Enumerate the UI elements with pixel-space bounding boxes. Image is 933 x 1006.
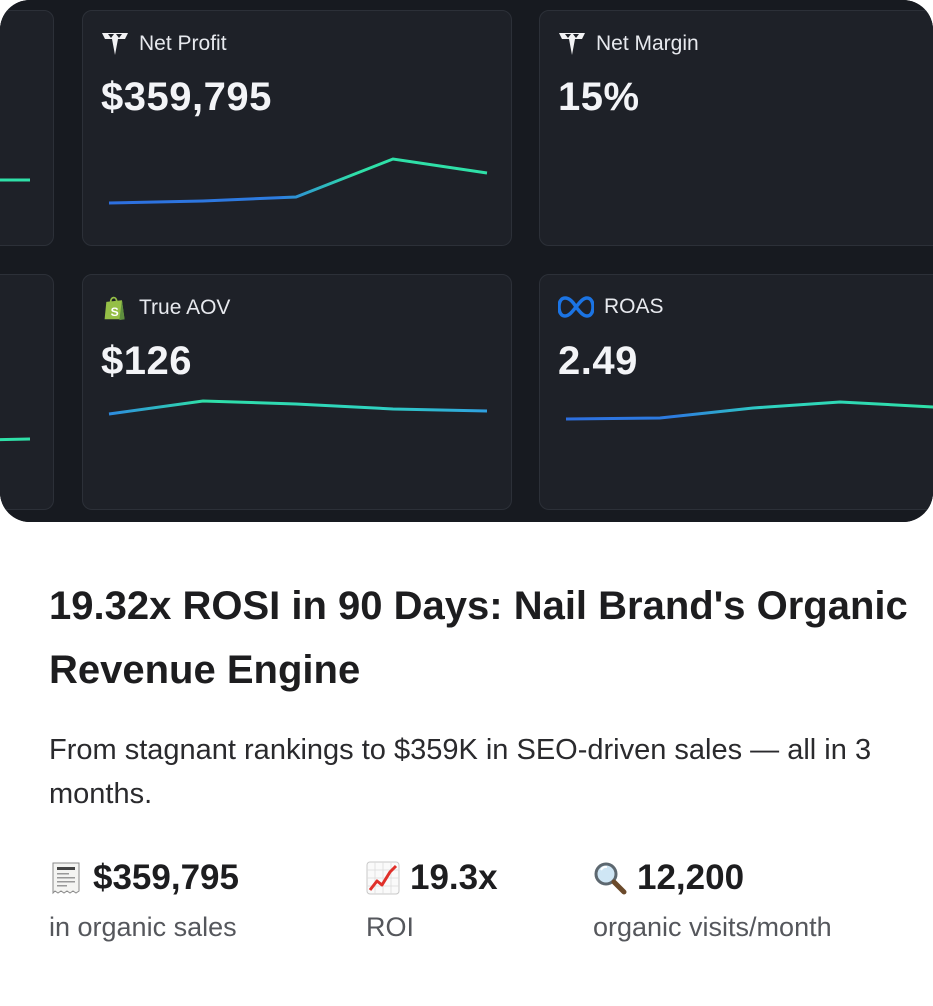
- net-profit-value: $359,795: [101, 75, 272, 119]
- triple-whale-logo-icon: [102, 33, 128, 55]
- stat-organic-visits: 12,200 organic visits/month: [593, 858, 832, 943]
- triple-whale-logo-icon: [559, 33, 585, 55]
- partial-sparkline: [0, 437, 31, 442]
- net-margin-card[interactable]: Net Margin 15%: [539, 10, 933, 246]
- true-aov-value: $126: [101, 339, 192, 383]
- true-aov-label: True AOV: [139, 296, 231, 319]
- case-study-title: 19.32x ROSI in 90 Days: Nail Brand's Org…: [49, 584, 908, 692]
- net-profit-card[interactable]: Net Profit $359,795: [82, 10, 512, 246]
- stat-organic-sales-value: $359,795: [93, 858, 239, 897]
- meta-infinity-icon: [558, 296, 594, 318]
- chart-increasing-icon: [366, 861, 400, 895]
- metrics-dashboard: Net Profit $359,795 Net Margin: [0, 0, 933, 522]
- receipt-icon: [52, 862, 80, 895]
- true-aov-sparkline: [108, 399, 488, 416]
- net-profit-sparkline: [108, 157, 488, 205]
- roas-sparkline: [565, 400, 933, 421]
- stat-organic-sales-label: in organic sales: [49, 912, 237, 942]
- stat-roi: 19.3x ROI: [366, 858, 498, 943]
- stat-roi-value: 19.3x: [410, 858, 498, 897]
- roas-card[interactable]: ROAS 2.49: [539, 274, 933, 510]
- metric-card-partial-bottom: [0, 274, 54, 510]
- partial-sparkline: [0, 178, 30, 182]
- shopify-bag-icon: S: [104, 296, 125, 321]
- net-profit-label: Net Profit: [139, 32, 227, 55]
- true-aov-card[interactable]: S True AOV $126: [82, 274, 512, 510]
- svg-text:S: S: [111, 305, 119, 319]
- stat-organic-sales: $359,795 in organic sales: [49, 858, 239, 943]
- magnifying-glass-icon: [594, 862, 627, 895]
- net-margin-value: 15%: [558, 75, 640, 119]
- stat-roi-label: ROI: [366, 912, 415, 942]
- roas-label: ROAS: [604, 295, 664, 318]
- stat-organic-visits-label: organic visits/month: [593, 912, 832, 942]
- roas-value: 2.49: [558, 339, 638, 383]
- metric-card-partial-top: [0, 10, 54, 246]
- stat-organic-visits-value: 12,200: [637, 858, 745, 897]
- case-study-subtitle: From stagnant rankings to $359K in SEO-d…: [49, 734, 872, 810]
- net-margin-label: Net Margin: [596, 32, 699, 55]
